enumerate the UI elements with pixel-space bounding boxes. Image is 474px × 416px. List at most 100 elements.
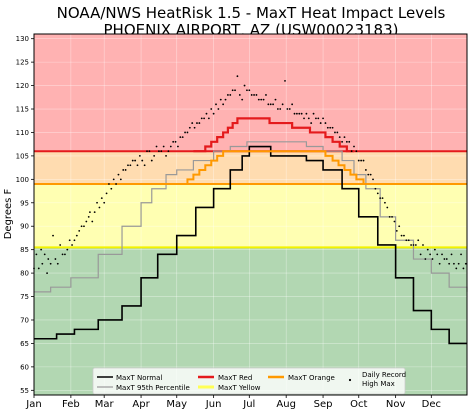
record-high-point — [162, 145, 165, 148]
y-tick-label: 125 — [16, 59, 29, 67]
record-high-point — [238, 94, 241, 96]
record-high-point — [350, 150, 353, 153]
record-high-point — [83, 225, 85, 228]
record-high-point — [286, 108, 289, 110]
record-high-point — [226, 94, 229, 96]
record-high-point — [54, 258, 57, 260]
record-high-point — [424, 258, 427, 260]
record-high-point — [35, 253, 38, 256]
record-high-point — [324, 122, 327, 124]
record-high-point — [326, 126, 329, 129]
record-high-point — [417, 239, 420, 242]
record-high-point — [464, 262, 467, 265]
legend-entry-record-high: Daily Record High Max — [348, 371, 408, 388]
record-high-point — [295, 112, 298, 115]
record-high-point — [438, 262, 441, 265]
record-high-point — [395, 230, 398, 232]
legend-swatch-record-high — [348, 378, 352, 382]
record-high-point — [281, 103, 284, 106]
record-high-point — [360, 159, 363, 162]
record-high-point — [66, 248, 69, 251]
record-high-point — [374, 187, 377, 190]
x-tick-label: Jan — [25, 399, 41, 410]
record-high-point — [272, 103, 275, 106]
record-high-point — [117, 173, 120, 176]
record-high-point — [331, 126, 334, 129]
record-high-point — [429, 253, 432, 256]
record-high-point — [148, 150, 151, 153]
record-high-point — [334, 131, 336, 134]
y-tick-label: 100 — [16, 176, 29, 184]
record-high-point — [100, 197, 103, 199]
record-high-point — [260, 98, 263, 101]
series-line-1 — [34, 141, 468, 293]
record-high-point — [403, 234, 405, 237]
record-high-point — [357, 159, 360, 162]
record-high-point — [186, 131, 189, 134]
record-high-point — [241, 98, 244, 101]
y-axis-ticks: 55 60 65 70 75 80 85 90 95 100 105 110 115 120 125 130 — [16, 35, 34, 395]
legend-label-maxt-red: MaxT Red — [218, 374, 252, 382]
record-high-point — [87, 215, 90, 218]
legend-entry-maxt-red: MaxT Red — [198, 374, 252, 382]
record-high-point — [322, 117, 324, 120]
record-high-point — [379, 197, 382, 199]
record-high-point — [91, 220, 94, 223]
y-tick-label: 65 — [20, 340, 29, 348]
record-high-point — [143, 164, 146, 167]
y-tick-label: 90 — [20, 223, 29, 231]
record-high-point — [165, 154, 167, 157]
chart-title: NOAA/NWS HeatRisk 1.5 - MaxT Heat Impact… — [57, 4, 446, 22]
record-high-point — [300, 112, 303, 115]
record-high-point — [215, 103, 217, 106]
record-high-point — [384, 201, 386, 204]
record-high-point — [419, 253, 422, 256]
record-high-point — [246, 89, 248, 92]
record-high-point — [426, 248, 429, 251]
record-high-point — [219, 98, 222, 101]
y-tick-label: 120 — [16, 82, 29, 90]
record-high-point — [172, 140, 175, 143]
series-lines — [34, 117, 468, 345]
y-tick-label: 130 — [16, 35, 29, 43]
x-tick-label: Jun — [205, 399, 222, 410]
record-high-point — [248, 89, 251, 92]
series-line-2 — [193, 117, 354, 153]
record-high-point — [196, 122, 198, 124]
record-high-point — [193, 126, 196, 129]
record-high-point — [298, 112, 301, 115]
record-high-point — [381, 197, 384, 199]
y-tick-label: 85 — [20, 246, 29, 254]
plot-frame — [33, 33, 468, 396]
record-high-point — [338, 136, 341, 139]
legend-box — [92, 367, 406, 395]
record-high-point — [405, 239, 408, 242]
record-high-point — [305, 112, 308, 115]
legend-label-maxt-95th: MaxT 95th Percentile — [116, 384, 190, 392]
record-high-point — [177, 145, 179, 148]
record-high-point — [52, 234, 54, 237]
record-high-point — [234, 89, 236, 92]
record-high-point — [141, 159, 144, 162]
record-high-point — [355, 150, 358, 153]
record-high-point — [455, 267, 458, 270]
record-high-point — [205, 112, 208, 115]
y-tick-label: 80 — [20, 270, 29, 278]
legend-label-record-high-line2: High Max — [362, 380, 395, 388]
record-high-point — [441, 253, 443, 256]
record-high-point — [160, 150, 163, 153]
legend-entry-maxt-95th: MaxT 95th Percentile — [97, 384, 190, 392]
record-high-point — [364, 169, 367, 171]
x-tick-label: Apr — [132, 399, 150, 410]
record-high-dots — [33, 75, 467, 275]
record-high-point — [207, 117, 210, 120]
record-high-point — [267, 103, 270, 106]
series-line-3 — [151, 150, 378, 186]
record-high-point — [345, 140, 348, 143]
record-high-point — [68, 239, 71, 242]
record-high-point — [210, 108, 213, 110]
legend-label-record-high: Daily Record High Max — [362, 371, 408, 388]
record-high-point — [224, 98, 227, 101]
